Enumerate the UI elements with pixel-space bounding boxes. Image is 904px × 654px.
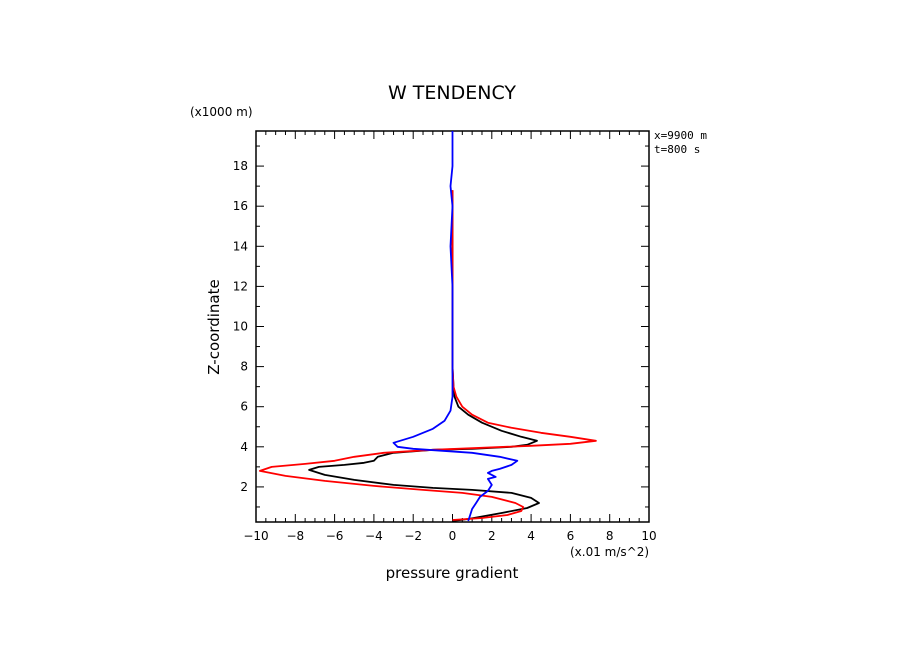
- x-tick-label: −8: [286, 529, 304, 543]
- x-axis-label: pressure gradient: [386, 564, 519, 582]
- axis-ticks: −10 −8 −6 −4 −2 0 2 4 6 8 10 2 4 6 8 10 12 14 16 18: [233, 131, 657, 543]
- annotation-x: x=9900 m: [654, 129, 707, 142]
- x-tick-label: −10: [243, 529, 268, 543]
- x-tick-label: 2: [488, 529, 496, 543]
- series-line-1: [308, 190, 540, 522]
- x-tick-label: 0: [449, 529, 457, 543]
- y-tick-label: 10: [233, 320, 248, 334]
- y-tick-label: 16: [233, 199, 248, 213]
- y-axis-label: Z-coordinate: [205, 279, 223, 374]
- y-tick-label: 6: [240, 400, 248, 414]
- x-tick-label: 6: [567, 529, 575, 543]
- x-tick-label: 4: [527, 529, 535, 543]
- chart-title: W TENDENCY: [388, 82, 516, 104]
- y-tick-label: 4: [240, 440, 248, 454]
- y-tick-label: 12: [233, 279, 248, 293]
- x-tick-label: −6: [326, 529, 344, 543]
- x-tick-label: −2: [404, 529, 422, 543]
- y-tick-label: 18: [233, 159, 248, 173]
- y-tick-label: 8: [240, 360, 248, 374]
- y-tick-label: 2: [240, 480, 248, 494]
- y-tick-label: 14: [233, 239, 248, 253]
- y-units-label: (x1000 m): [190, 105, 253, 119]
- x-units-label: (x.01 m/s^2): [570, 545, 649, 559]
- x-tick-label: −4: [365, 529, 383, 543]
- series-line-3: [392, 131, 519, 522]
- x-tick-label: 8: [606, 529, 614, 543]
- x-tick-label: 10: [641, 529, 656, 543]
- series-group: [258, 131, 597, 522]
- annotation-t: t=800 s: [654, 143, 700, 156]
